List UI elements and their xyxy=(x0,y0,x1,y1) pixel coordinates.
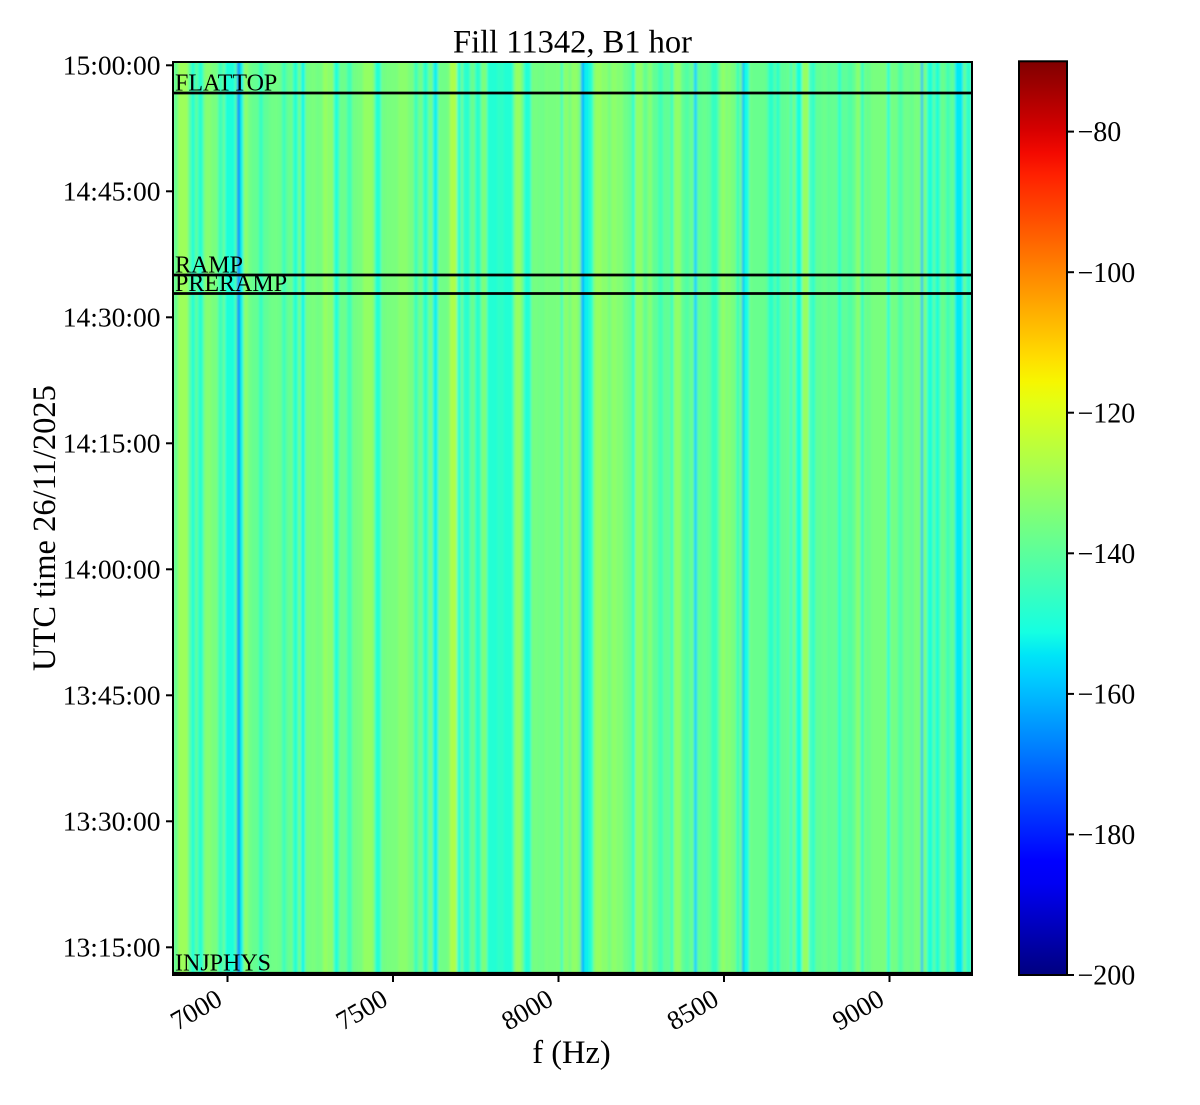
svg-text:14:30:00: 14:30:00 xyxy=(63,302,161,333)
svg-text:PRERAMP: PRERAMP xyxy=(175,271,287,297)
svg-text:FLATTOP: FLATTOP xyxy=(175,71,277,97)
svg-text:−120: −120 xyxy=(1078,398,1136,429)
svg-text:13:45:00: 13:45:00 xyxy=(63,680,161,711)
svg-text:−160: −160 xyxy=(1078,680,1136,711)
svg-text:14:45:00: 14:45:00 xyxy=(63,176,161,207)
svg-text:INJPHYS: INJPHYS xyxy=(175,951,271,977)
svg-text:f (Hz): f (Hz) xyxy=(532,1035,611,1071)
svg-text:13:15:00: 13:15:00 xyxy=(63,932,161,963)
svg-text:UTC time 26/11/2025: UTC time 26/11/2025 xyxy=(27,385,63,671)
svg-text:−140: −140 xyxy=(1078,539,1136,570)
svg-text:14:15:00: 14:15:00 xyxy=(63,428,161,459)
svg-text:−100: −100 xyxy=(1078,258,1136,289)
svg-text:Fill 11342, B1 hor: Fill 11342, B1 hor xyxy=(453,25,692,61)
svg-text:15:00:00: 15:00:00 xyxy=(63,50,161,81)
svg-text:−200: −200 xyxy=(1078,961,1136,992)
svg-text:−80: −80 xyxy=(1078,117,1122,148)
svg-text:RAMP: RAMP xyxy=(175,253,243,279)
svg-text:14:00:00: 14:00:00 xyxy=(63,554,161,585)
svg-text:13:30:00: 13:30:00 xyxy=(63,806,161,837)
svg-text:−180: −180 xyxy=(1078,820,1136,851)
